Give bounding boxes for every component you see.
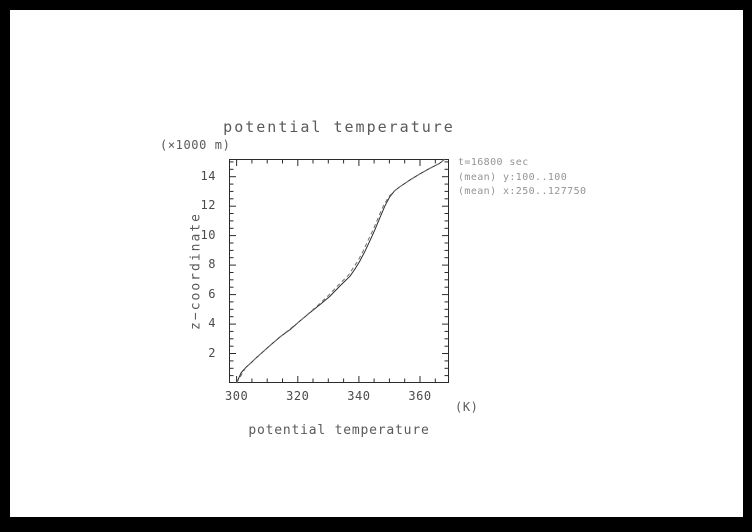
series-solid (236, 158, 446, 384)
y-tick-label: 10 (200, 227, 216, 242)
annotation-mean-x: (mean) x:250..127750 (458, 186, 587, 197)
series-dashed (236, 158, 446, 384)
y-axis-unit-label: (×1000 m) (160, 138, 231, 152)
y-tick-label: 8 (208, 257, 216, 272)
chart-title: potential temperature (223, 118, 455, 136)
annotation-mean-y: (mean) y:100..100 (458, 171, 568, 183)
y-tick-label: 14 (200, 168, 216, 183)
x-axis-unit-label: (K) (455, 400, 479, 414)
y-tick-label: 4 (208, 316, 216, 331)
x-tick-label: 300 (225, 389, 249, 403)
x-tick-label: 320 (286, 389, 310, 403)
y-tick-label: 2 (208, 345, 216, 360)
y-tick-label: 12 (200, 198, 216, 213)
y-tick-label: 6 (208, 286, 216, 301)
profile-line-chart (229, 158, 449, 384)
plot-page: potential temperature (×1000 m) z−coordi… (10, 10, 743, 517)
x-tick-label: 360 (408, 389, 432, 403)
x-tick-label: 340 (347, 389, 371, 403)
annotation-time: t=16800 sec (458, 157, 529, 168)
x-axis-label: potential temperature (248, 423, 430, 438)
run-info-annotations: t=16800 sec (mean) y:100..100 (mean) x:2… (458, 156, 586, 200)
